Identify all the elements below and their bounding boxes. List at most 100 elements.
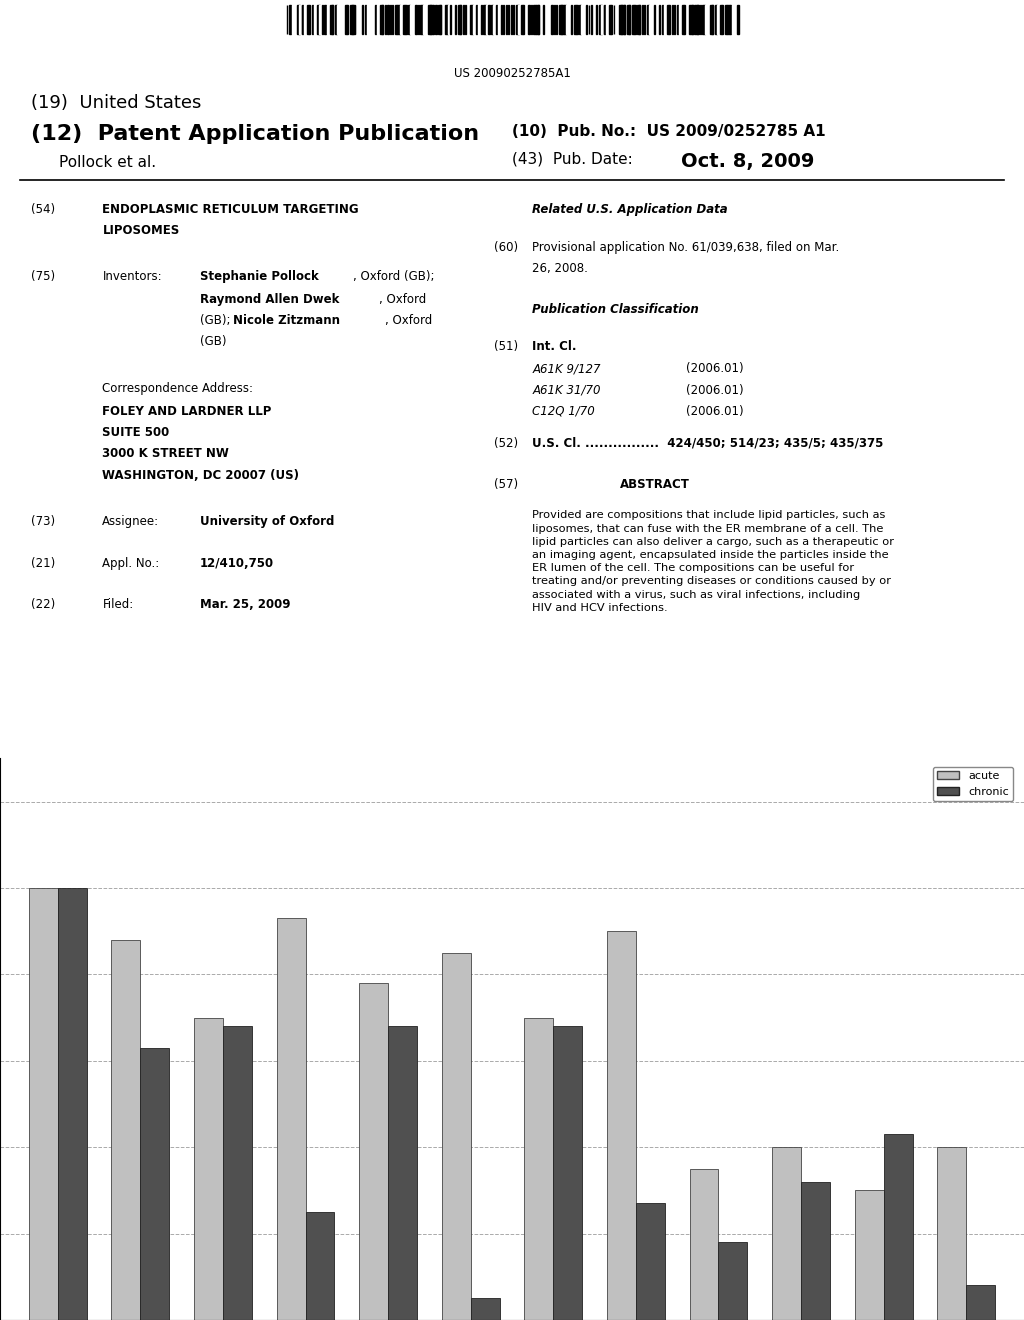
Bar (408, 5, 410, 34)
Bar (387, 5, 389, 34)
Text: Raymond Allen Dwek: Raymond Allen Dwek (200, 293, 339, 306)
Bar (710, 5, 713, 34)
Bar (682, 5, 684, 34)
Text: (54): (54) (31, 203, 55, 216)
Bar (466, 5, 467, 34)
Bar (347, 5, 348, 34)
Bar (441, 953, 471, 1320)
Bar (473, 5, 474, 34)
Bar (314, 5, 315, 34)
Text: A61K 31/70: A61K 31/70 (532, 384, 601, 397)
Bar (662, 5, 663, 34)
Bar (385, 5, 386, 34)
Bar (697, 5, 699, 34)
Bar (305, 1212, 335, 1320)
Bar (624, 5, 625, 34)
Bar (607, 931, 636, 1320)
Bar (488, 5, 490, 34)
Bar (937, 1147, 967, 1320)
Bar (609, 5, 611, 34)
Text: Related U.S. Application Data: Related U.S. Application Data (532, 203, 728, 216)
Bar (140, 1048, 169, 1320)
Bar (677, 5, 678, 34)
Text: (75): (75) (31, 271, 55, 282)
Text: WASHINGTON, DC 20007 (US): WASHINGTON, DC 20007 (US) (102, 469, 299, 482)
Bar (501, 5, 502, 34)
Bar (524, 1018, 553, 1320)
Bar (551, 5, 553, 34)
Text: SUITE 500: SUITE 500 (102, 426, 170, 440)
Bar (523, 5, 524, 34)
Bar (402, 5, 404, 34)
Bar (737, 5, 739, 34)
Bar (528, 5, 530, 34)
Bar (470, 5, 472, 34)
Bar (558, 5, 561, 34)
Bar (672, 5, 673, 34)
Bar (601, 5, 602, 34)
Bar (418, 5, 419, 34)
Bar (292, 5, 293, 34)
Bar (456, 5, 457, 34)
Bar (516, 5, 519, 34)
Bar (437, 5, 440, 34)
Bar (380, 5, 383, 34)
Text: Provided are compositions that include lipid particles, such as
liposomes, that : Provided are compositions that include l… (532, 511, 895, 612)
Bar (549, 5, 550, 34)
Bar (642, 5, 643, 34)
Bar (468, 5, 469, 34)
Bar (304, 5, 305, 34)
Bar (618, 5, 622, 34)
Bar (337, 5, 339, 34)
Bar (395, 5, 397, 34)
Bar (435, 5, 437, 34)
Bar (622, 5, 625, 34)
Text: 12/410,750: 12/410,750 (200, 557, 273, 570)
Bar (423, 5, 424, 34)
Bar (712, 5, 713, 34)
Bar (433, 5, 434, 34)
Bar (649, 5, 651, 34)
Bar (665, 5, 667, 34)
Bar (727, 5, 730, 34)
Text: Pollock et al.: Pollock et al. (59, 156, 157, 170)
Bar (587, 5, 588, 34)
Bar (705, 5, 706, 34)
Bar (651, 5, 652, 34)
Bar (382, 5, 383, 34)
Bar (636, 1204, 665, 1320)
Bar (420, 5, 423, 34)
Bar (349, 5, 352, 34)
Bar (634, 5, 636, 34)
Bar (632, 5, 634, 34)
Bar (370, 5, 373, 34)
Bar (554, 5, 555, 34)
Bar (415, 5, 417, 34)
Bar (223, 1026, 252, 1320)
Bar (732, 5, 734, 34)
Bar (458, 5, 461, 34)
Bar (616, 5, 618, 34)
Bar (687, 5, 688, 34)
Bar (884, 1134, 912, 1320)
Text: US 20090252785A1: US 20090252785A1 (454, 67, 570, 79)
Bar (463, 5, 464, 34)
Text: , Oxford (GB);: , Oxford (GB); (353, 271, 435, 282)
Bar (425, 5, 426, 34)
Bar (534, 5, 537, 34)
Text: 26, 2008.: 26, 2008. (532, 263, 589, 276)
Text: University of Oxford: University of Oxford (200, 515, 334, 528)
Bar (195, 1018, 223, 1320)
Bar (579, 5, 581, 34)
Bar (390, 5, 391, 34)
Bar (667, 5, 669, 34)
Bar (553, 1026, 583, 1320)
Bar (359, 983, 388, 1320)
Bar (29, 888, 57, 1320)
Bar (606, 5, 608, 34)
Bar (689, 5, 692, 34)
Bar (855, 1191, 884, 1320)
Text: Stephanie Pollock: Stephanie Pollock (200, 271, 318, 282)
Bar (322, 5, 323, 34)
Bar (546, 5, 548, 34)
